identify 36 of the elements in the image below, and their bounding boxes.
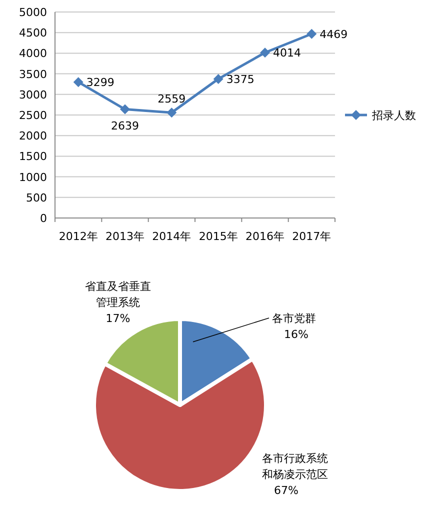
data-label: 16% xyxy=(284,328,308,341)
data-label: 2559 xyxy=(158,92,186,106)
data-label: 3299 xyxy=(86,76,114,90)
x-tick-label: 2015年 xyxy=(198,230,238,243)
y-tick-label: 4500 xyxy=(19,26,47,40)
data-label: 17% xyxy=(106,312,130,325)
slice-label: 各市行政系统和杨凌示范区 xyxy=(262,452,328,481)
x-tick-label: 2016年 xyxy=(246,230,284,243)
x-tick-label: 2014年 xyxy=(152,230,192,243)
x-tick-label: 2012年 xyxy=(58,230,98,243)
x-tick-label: 2013年 xyxy=(106,230,144,243)
y-tick-label: 3000 xyxy=(19,88,47,102)
y-tick-label: 2500 xyxy=(19,109,47,122)
y-tick-label: 3500 xyxy=(19,68,47,81)
y-tick-label: 0 xyxy=(40,212,47,225)
y-tick-label: 5000 xyxy=(19,6,47,19)
slice-label: 各市党群 xyxy=(272,312,316,325)
point xyxy=(166,108,177,118)
y-tick-label: 4000 xyxy=(19,47,47,60)
point xyxy=(260,48,270,58)
y-tick-label: 500 xyxy=(26,191,47,204)
point xyxy=(120,104,130,114)
data-label: 3375 xyxy=(226,72,254,86)
x-tick-label: 2017年 xyxy=(292,230,332,243)
data-label: 4469 xyxy=(320,28,348,41)
y-tick-label: 2000 xyxy=(19,130,47,143)
data-label: 2639 xyxy=(111,119,139,132)
data-label: 4014 xyxy=(273,46,301,60)
point xyxy=(213,74,224,84)
data-label: 67% xyxy=(274,484,298,497)
slice-label: 省直及省垂直管理系统 xyxy=(85,280,151,309)
y-tick-label: 1000 xyxy=(19,170,47,184)
point xyxy=(73,77,84,88)
point xyxy=(306,28,317,39)
y-tick-label: 1500 xyxy=(19,150,47,164)
legend-label: 招录人数 xyxy=(371,109,416,122)
